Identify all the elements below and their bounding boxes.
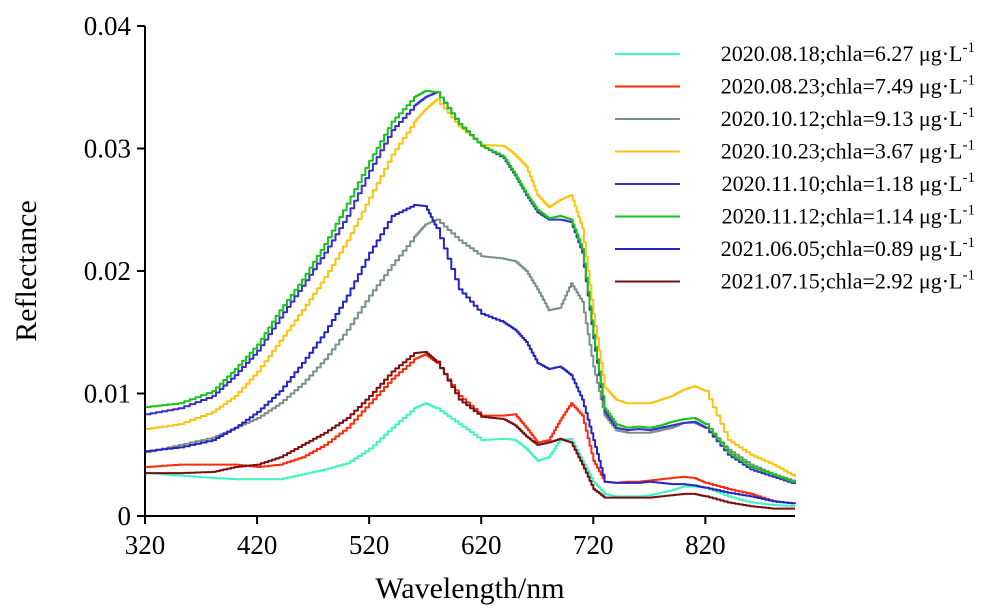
legend-label-text: 2020.11.10;chla=1.18 μg·L: [722, 171, 963, 196]
legend-label-2: 2020.08.23;chla=7.49 μg·L-1: [721, 73, 975, 99]
y-tick-label: 0.04: [84, 11, 132, 41]
legend-label-5: 2020.11.10;chla=1.18 μg·L-1: [722, 170, 975, 196]
y-tick-label: 0.02: [84, 256, 131, 286]
y-tick-label: 0.03: [84, 134, 131, 164]
legend-label-text: 2021.07.15;chla=2.92 μg·L: [721, 269, 963, 294]
series-line-2: [145, 353, 796, 505]
legend-label-superscript: -1: [963, 268, 976, 284]
series-line-8: [145, 350, 795, 510]
legend-label-7: 2021.06.05;chla=0.89 μg·L-1: [721, 235, 975, 261]
legend-label-text: 2020.08.18;chla=6.27 μg·L: [721, 41, 963, 66]
x-tick-label: 820: [685, 530, 726, 560]
axis-ticks: 320 420 520 620 720 820 0 0.01 0.02 0.03 0.04: [84, 11, 726, 560]
x-axis-label: Wavelength/nm: [375, 572, 564, 605]
legend-label-text: 2020.08.23;chla=7.49 μg·L: [721, 74, 963, 99]
legend-label-8: 2021.07.15;chla=2.92 μg·L-1: [721, 268, 975, 294]
x-tick-label: 420: [237, 530, 278, 560]
y-axis-label: Reflectance: [10, 200, 43, 342]
legend-label-text: 2020.10.12;chla=9.13 μg·L: [721, 106, 963, 131]
legend-label-6: 2020.11.12;chla=1.14 μg·L-1: [722, 203, 975, 229]
legend-label-text: 2021.06.05;chla=0.89 μg·L: [721, 236, 963, 261]
legend-label-superscript: -1: [963, 203, 976, 219]
legend: 2020.08.18;chla=6.27 μg·L-12020.08.23;ch…: [615, 40, 975, 294]
series-line-1: [145, 402, 796, 507]
legend-label-superscript: -1: [963, 138, 976, 154]
y-tick-label: 0.01: [84, 379, 131, 409]
series-line-6: [145, 89, 796, 483]
legend-label-superscript: -1: [963, 73, 976, 89]
legend-label-3: 2020.10.12;chla=9.13 μg·L-1: [721, 105, 975, 131]
legend-label-superscript: -1: [963, 40, 976, 56]
series-line-3: [145, 218, 796, 482]
legend-label-text: 2020.10.23;chla=3.67 μg·L: [721, 139, 963, 164]
y-tick-label: 0: [118, 501, 132, 531]
legend-label-superscript: -1: [963, 105, 976, 121]
axes: [144, 26, 795, 517]
x-tick-label: 520: [349, 530, 390, 560]
legend-label-4: 2020.10.23;chla=3.67 μg·L-1: [721, 138, 975, 164]
legend-label-superscript: -1: [963, 235, 976, 251]
series-line-7: [145, 203, 796, 505]
series-line-4: [145, 98, 796, 477]
legend-label-text: 2020.11.12;chla=1.14 μg·L: [722, 204, 963, 229]
x-tick-label: 720: [573, 530, 614, 560]
x-tick-label: 620: [461, 530, 502, 560]
x-tick-label: 320: [125, 530, 166, 560]
legend-label-superscript: -1: [963, 170, 976, 186]
series-lines: [145, 89, 796, 510]
legend-label-1: 2020.08.18;chla=6.27 μg·L-1: [721, 40, 975, 66]
